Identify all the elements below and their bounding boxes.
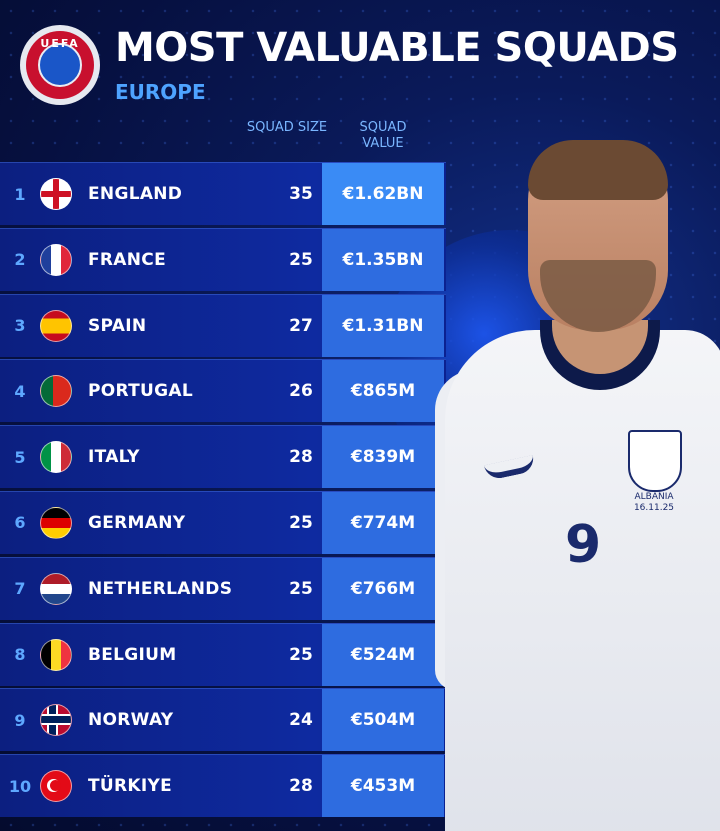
table-row: 6 GERMANY 25 €774M: [0, 490, 446, 554]
match-patch-text: ALBANIA 16.11.25: [633, 492, 675, 513]
page-subtitle: EUROPE: [115, 80, 206, 104]
table-row: 1 ENGLAND 35 €1.62BN: [0, 162, 446, 225]
squad-size: 25: [289, 578, 313, 599]
netherlands-flag-icon: [40, 572, 72, 605]
shirt-number: 9: [565, 515, 602, 575]
country-name: NETHERLANDS: [88, 578, 233, 599]
england-flag-icon: [40, 178, 72, 210]
country-name: GERMANY: [88, 512, 186, 533]
table-row: 2 FRANCE 25 €1.35BN: [0, 227, 446, 291]
country-name: NORWAY: [88, 710, 174, 731]
rank-number: 10: [8, 776, 32, 796]
squad-size: 28: [289, 776, 313, 797]
squad-size: 35: [289, 184, 313, 204]
table-row: 10 TÜRKIYE 28 €453M: [0, 754, 446, 818]
rank-number: 4: [14, 381, 26, 401]
country-name: PORTUGAL: [88, 381, 193, 402]
column-header-squad-size: SQUAD SIZE: [246, 120, 328, 135]
squad-value: €1.62BN: [322, 163, 444, 225]
country-name: BELGIUM: [88, 644, 177, 665]
squad-size: 25: [289, 644, 313, 665]
belgium-flag-icon: [40, 638, 72, 671]
uefa-ball-icon: [38, 43, 82, 87]
page-title: MOST VALUABLE SQUADS: [115, 25, 679, 71]
rank-number: 1: [14, 184, 26, 204]
player-photo: ALBANIA 16.11.25 9: [435, 140, 720, 831]
italy-flag-icon: [40, 441, 72, 474]
squad-size: 26: [289, 381, 313, 402]
france-flag-icon: [40, 243, 72, 276]
squad-value: €766M: [322, 557, 444, 620]
player-hair: [528, 140, 668, 200]
squad-value: €453M: [322, 755, 444, 818]
rank-number: 6: [14, 513, 26, 533]
squad-size: 24: [289, 710, 313, 731]
rank-number: 7: [14, 579, 26, 599]
portugal-flag-icon: [40, 375, 72, 408]
country-name: TÜRKIYE: [88, 776, 173, 797]
rankings-table: 1 ENGLAND 35 €1.62BN 2 FRANCE 25 €1.35BN…: [0, 162, 446, 820]
table-row: 9 NORWAY 24 €504M: [0, 688, 446, 752]
table-row: 4 PORTUGAL 26 €865M: [0, 359, 446, 423]
squad-value: €1.35BN: [322, 228, 444, 291]
germany-flag-icon: [40, 506, 72, 539]
table-row: 3 SPAIN 27 €1.31BN: [0, 293, 446, 357]
rank-number: 2: [14, 250, 26, 270]
rank-number: 9: [14, 710, 26, 730]
country-name: ITALY: [88, 447, 140, 468]
rank-number: 8: [14, 645, 26, 665]
squad-value: €774M: [322, 491, 444, 554]
squad-value: €839M: [322, 426, 444, 489]
squad-value: €504M: [322, 689, 444, 752]
norway-flag-icon: [40, 704, 72, 737]
turkiye-flag-icon: [40, 770, 72, 803]
uefa-logo-badge: UEFA: [26, 31, 94, 99]
table-row: 5 ITALY 28 €839M: [0, 425, 446, 489]
uefa-logo: UEFA: [20, 25, 100, 105]
table-row: 8 BELGIUM 25 €524M: [0, 622, 446, 686]
england-crest-icon: [628, 430, 682, 492]
squad-value: €865M: [322, 360, 444, 423]
squad-size: 27: [289, 315, 313, 336]
rank-number: 3: [14, 316, 26, 336]
country-name: ENGLAND: [88, 184, 183, 204]
uefa-logo-text: UEFA: [40, 37, 80, 50]
squad-value: €1.31BN: [322, 294, 444, 357]
table-row: 7 NETHERLANDS 25 €766M: [0, 556, 446, 620]
country-name: FRANCE: [88, 249, 166, 270]
rank-number: 5: [14, 447, 26, 467]
column-header-squad-value: SQUAD VALUE: [359, 120, 407, 151]
squad-size: 28: [289, 447, 313, 468]
squad-size: 25: [289, 512, 313, 533]
squad-size: 25: [289, 249, 313, 270]
player-shirt: [445, 330, 720, 831]
country-name: SPAIN: [88, 315, 147, 336]
squad-value: €524M: [322, 623, 444, 686]
spain-flag-icon: [40, 309, 72, 342]
